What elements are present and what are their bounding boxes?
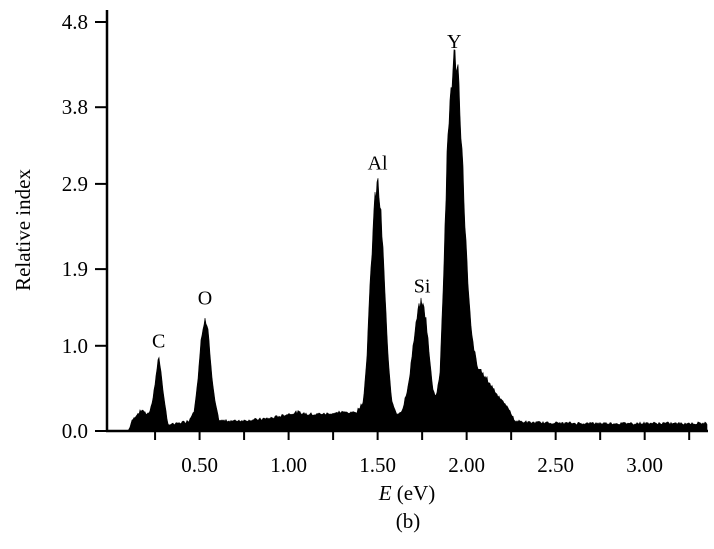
peak-label-c: C [152, 331, 165, 353]
x-tick-label: 1.50 [359, 453, 396, 477]
peak-label-si: Si [414, 275, 431, 297]
y-tick-label: 2.9 [62, 172, 88, 196]
y-ticks: 0.0 1.0 1.9 2.9 3.8 4.8 [62, 10, 107, 443]
y-tick-label: 1.0 [62, 334, 88, 358]
x-tick-label: 1.00 [270, 453, 307, 477]
x-axis-unit: (eV) [392, 481, 436, 505]
x-tick-label: 2.50 [537, 453, 574, 477]
x-tick-label: 3.00 [626, 453, 663, 477]
x-tick-label: 0.50 [181, 453, 218, 477]
spectrum-area [107, 49, 708, 432]
plot-area [107, 49, 708, 432]
peak-label-o: O [198, 287, 212, 309]
y-tick-label: 0.0 [62, 419, 88, 443]
x-axis-variable: E [378, 481, 392, 505]
x-tick-label: 2.00 [448, 453, 485, 477]
y-tick-label: 4.8 [62, 10, 88, 34]
y-tick-label: 1.9 [62, 257, 88, 281]
y-axis-label: Relative index [11, 169, 35, 291]
x-ticks: 0.50 1.00 1.50 2.00 2.50 3.00 [154, 431, 691, 477]
y-tick-label: 3.8 [62, 95, 88, 119]
peak-label-al: Al [368, 153, 388, 175]
peak-label-y: Y [447, 31, 461, 53]
peak-labels: C O Al Si Y [152, 31, 461, 353]
x-axis-label: E (eV) [378, 481, 436, 505]
figure-caption: (b) [396, 509, 421, 533]
